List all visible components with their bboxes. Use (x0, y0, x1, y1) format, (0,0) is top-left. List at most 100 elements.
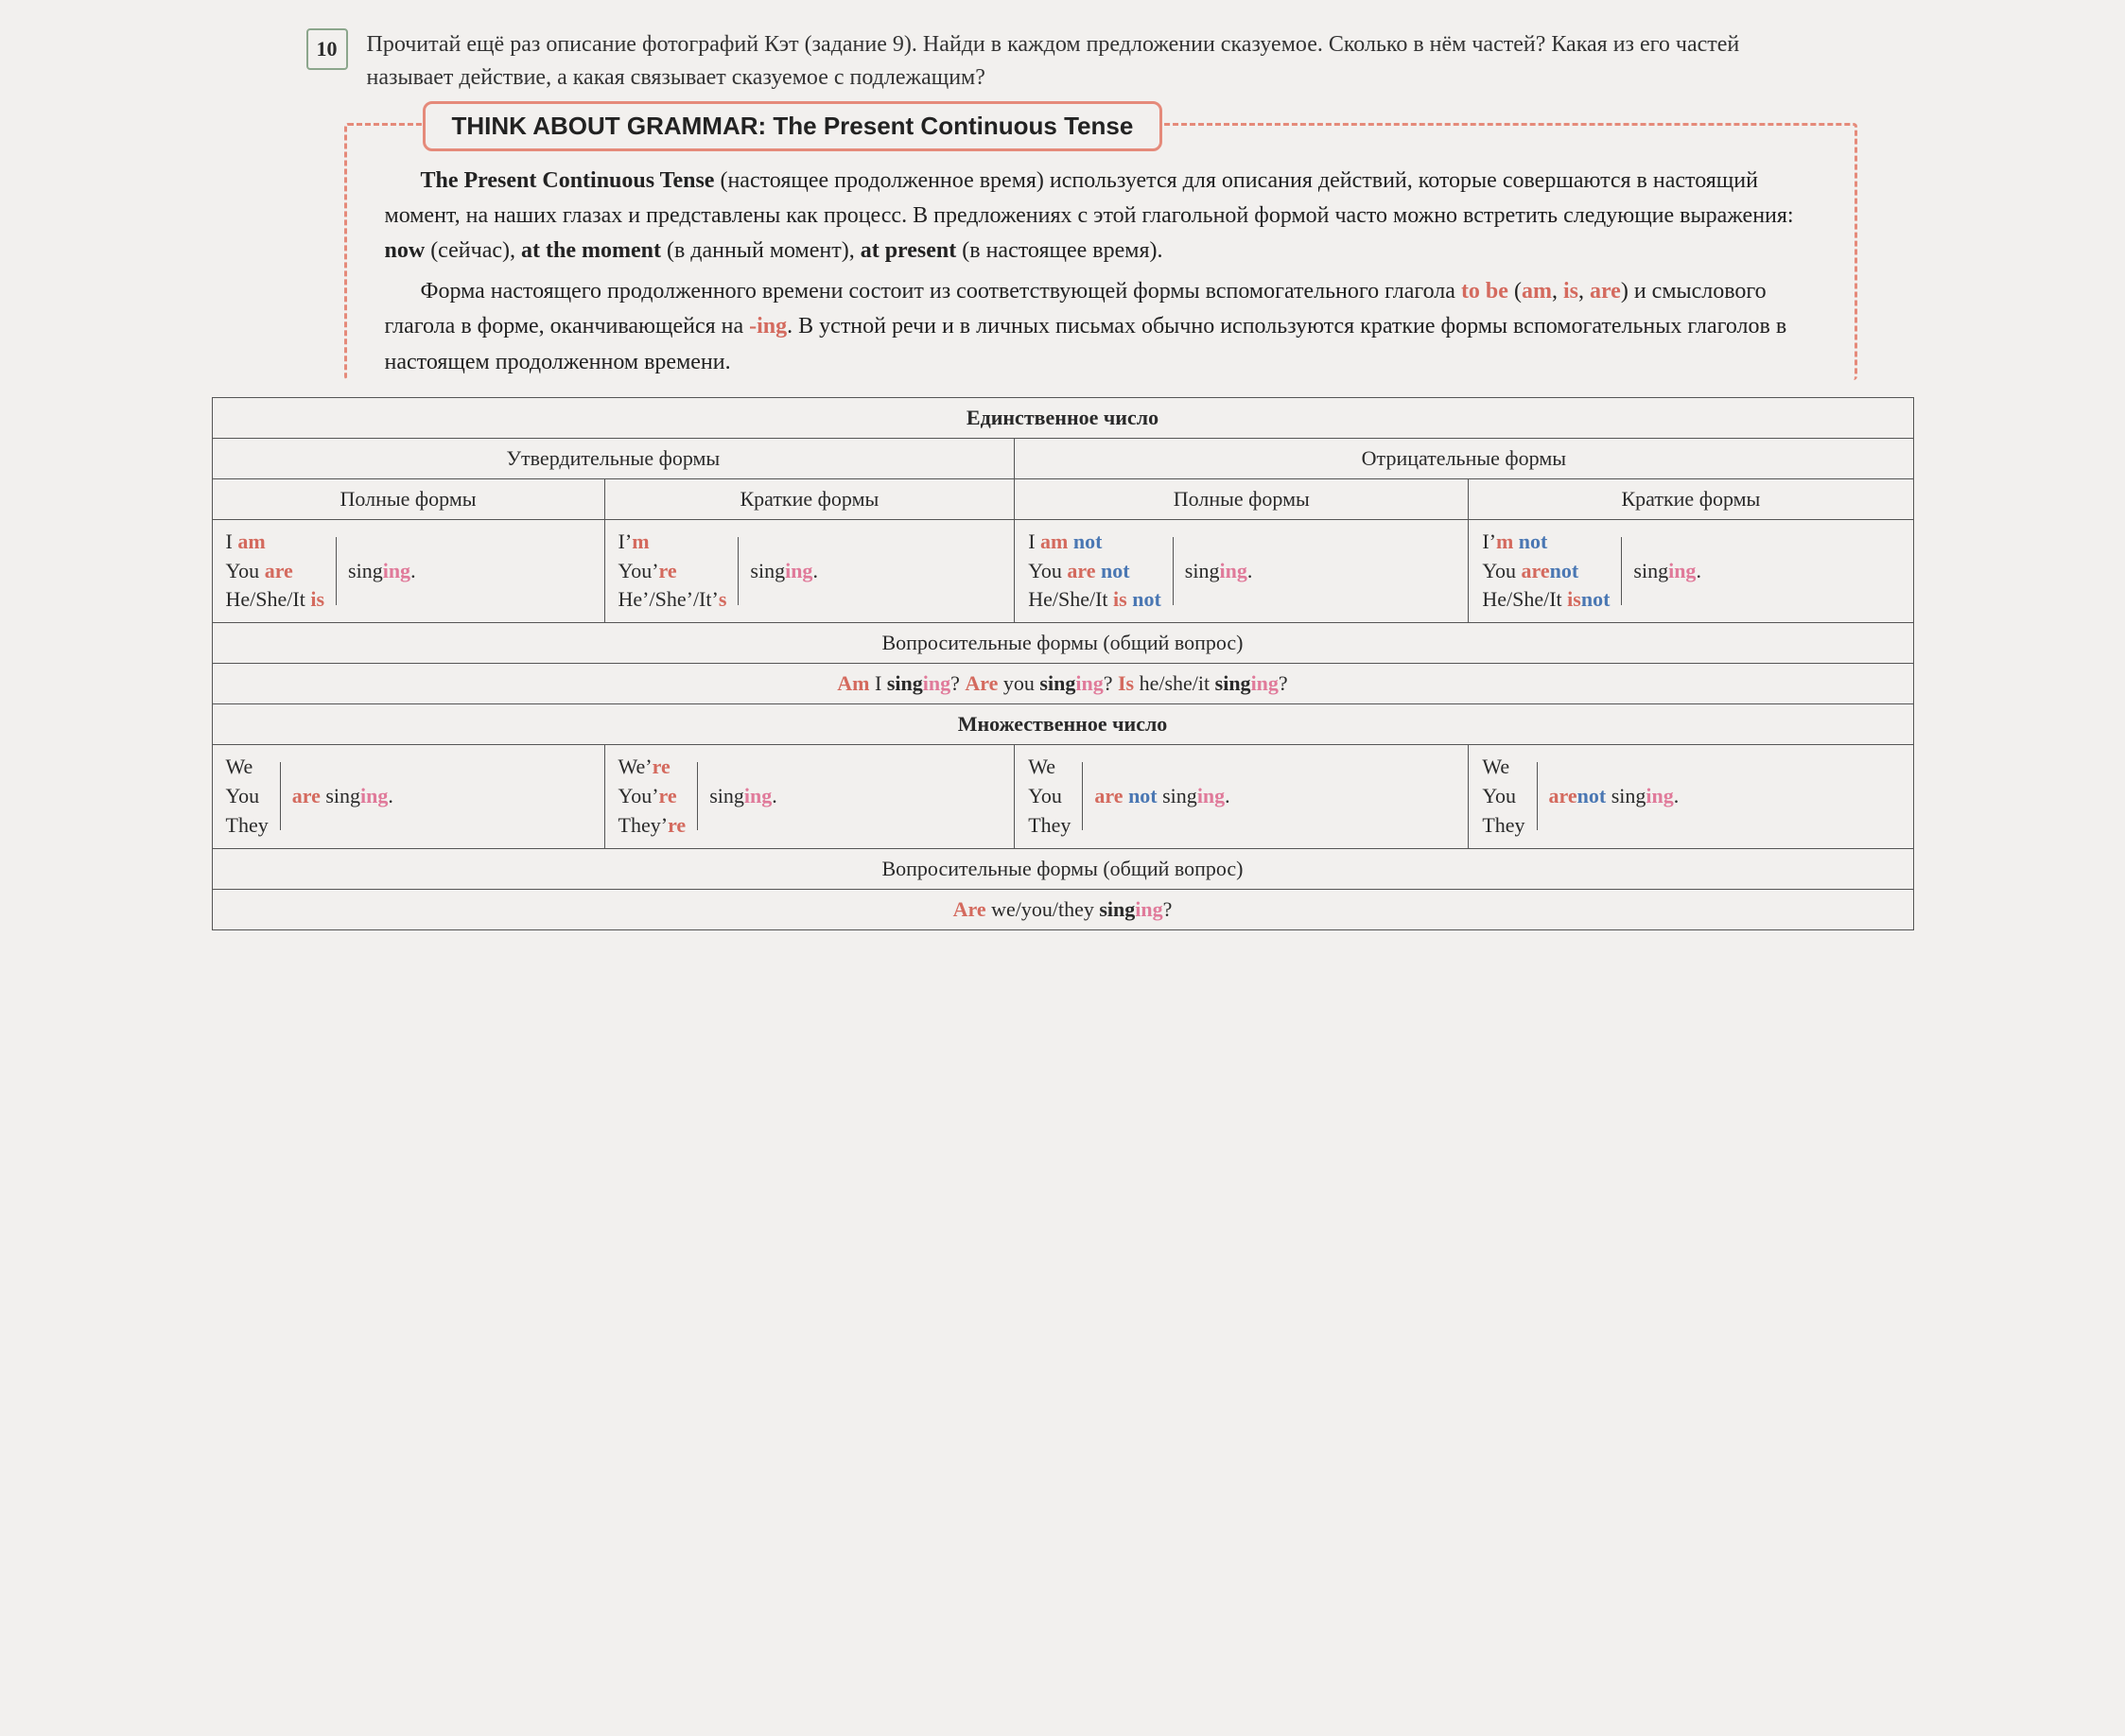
aux-are2: are (1067, 559, 1095, 582)
para1-lead: The Present Continuous Tense (421, 168, 715, 193)
aux-re: re (659, 559, 677, 582)
q-ing2: ing (1075, 671, 1103, 695)
qp-ing: ing (1135, 897, 1162, 921)
divider (697, 762, 698, 830)
cell-neg-short-sing: I’m not You arenot He/She/It isnot singi… (1469, 519, 1913, 622)
pr-hes: He’/She’/It’ (618, 587, 719, 611)
hdr-interrogative-plur: Вопросительные формы (общий вопрос) (212, 848, 1913, 889)
cell-neg-full-plur: We You They are not singing. (1015, 745, 1469, 848)
v-dot3: . (1247, 559, 1253, 582)
qp-we: we/you/they (986, 897, 1100, 921)
aux-s: s (719, 587, 727, 611)
aux-are4: are (292, 784, 321, 807)
q-ing3: ing (1251, 671, 1279, 695)
pr-theyre: They’ (618, 813, 669, 837)
pr-you2: You (1028, 559, 1067, 582)
v-sing4: sing (1633, 559, 1668, 582)
c2: , (1578, 279, 1590, 304)
hdr-full-2: Полные формы (1015, 478, 1469, 519)
v-ing3: ing (1219, 559, 1246, 582)
v-dot4: . (1696, 559, 1701, 582)
pr-you3: You (1482, 559, 1521, 582)
aux-re2: re (653, 755, 671, 778)
ing-suffix: -ing (749, 314, 787, 339)
pr-they: They (226, 811, 269, 841)
pr-youre: You’ (618, 559, 659, 582)
q-i: I (870, 671, 887, 695)
hdr-interrogative-sing: Вопросительные формы (общий вопрос) (212, 623, 1913, 664)
pr-he2: He/She/It (1028, 587, 1113, 611)
tobe: to be (1461, 279, 1508, 304)
pr-they3: They (1482, 811, 1524, 841)
divider (1621, 537, 1622, 605)
hdr-full-1: Полные формы (212, 478, 604, 519)
qp-are: Are (953, 897, 986, 921)
v-ing2: ing (785, 559, 812, 582)
divider (1173, 537, 1174, 605)
aux-are6: are (1549, 784, 1577, 807)
q-is: Is (1118, 671, 1134, 695)
q-mark1: ? (950, 671, 965, 695)
now-tr: (сейчас), (425, 238, 521, 263)
cell-aff-short-plur: We’re You’re They’re singing. (604, 745, 1015, 848)
v-sing6: sing (709, 784, 744, 807)
cell-aff-full-plur: We You They are singing. (212, 745, 604, 848)
cell-aff-full-sing: I am You are He/She/It is singing. (212, 519, 604, 622)
qp-mark: ? (1163, 897, 1173, 921)
aux-m2: m (1496, 529, 1513, 553)
v-sing2: sing (750, 559, 785, 582)
grammar-para-1: The Present Continuous Tense (настоящее … (385, 164, 1817, 269)
atmoment-word: at the moment (521, 238, 661, 263)
q-mark2: ? (1104, 671, 1118, 695)
aux-re3: re (659, 784, 677, 807)
v-dot5: . (388, 784, 393, 807)
cell-aff-short-sing: I’m You’re He’/She’/It’s singing. (604, 519, 1015, 622)
v-sing3: sing (1185, 559, 1220, 582)
hdr-short-1: Краткие формы (604, 478, 1015, 519)
v-ing7: ing (1197, 784, 1225, 807)
aux-is: is (310, 587, 324, 611)
task-instruction: Прочитай ещё раз описание фотографий Кэт… (367, 28, 1785, 95)
now-word: now (385, 238, 426, 263)
v-ing: ing (383, 559, 410, 582)
q-sing1: sing (887, 671, 923, 695)
atpresent-word: at present (861, 238, 957, 263)
aux-are5: are (1094, 784, 1123, 807)
pr-im: I’ (618, 529, 633, 553)
grammar-explanation: The Present Continuous Tense (настоящее … (385, 164, 1817, 380)
divider (1082, 762, 1083, 830)
v-ing6: ing (744, 784, 772, 807)
aux-not4: not (1519, 529, 1548, 553)
hdr-plural: Множественное число (212, 704, 1913, 745)
aux-not8: not (1577, 784, 1607, 807)
v-dot8: . (1674, 784, 1680, 807)
p2b: ( (1508, 279, 1522, 304)
aux-am2: am (1040, 529, 1068, 553)
hdr-affirmative: Утвердительные формы (212, 438, 1015, 478)
v-dot6: . (772, 784, 777, 807)
q-am: Am (837, 671, 869, 695)
pr-he3: He/She/It (1482, 587, 1567, 611)
v-dot2: . (812, 559, 818, 582)
cell-neg-full-sing: I am not You are not He/She/It is not si… (1015, 519, 1469, 622)
aux-not3: not (1132, 587, 1161, 611)
pr-i: I (226, 529, 238, 553)
pr-you6: You (1482, 782, 1516, 811)
aux-not2: not (1101, 559, 1130, 582)
pr-were: We’ (618, 755, 653, 778)
pr-youre2: You’ (618, 784, 659, 807)
v-ing8: ing (1646, 784, 1673, 807)
aux-re4: re (668, 813, 686, 837)
pr-we: We (226, 753, 253, 782)
are: are (1590, 279, 1621, 304)
conjugation-table: Единственное число Утвердительные формы … (212, 397, 1914, 930)
aux-is3: is (1567, 587, 1581, 611)
cell-neg-short-plur: We You They arenot singing. (1469, 745, 1913, 848)
q-are: Are (965, 671, 998, 695)
v-ing4: ing (1668, 559, 1696, 582)
grammar-box: THINK ABOUT GRAMMAR: The Present Continu… (344, 123, 1857, 380)
q-you: you (998, 671, 1039, 695)
atmoment-tr: (в данный момент), (661, 238, 861, 263)
v-sing7: sing (1162, 784, 1197, 807)
q-mark3: ? (1279, 671, 1288, 695)
